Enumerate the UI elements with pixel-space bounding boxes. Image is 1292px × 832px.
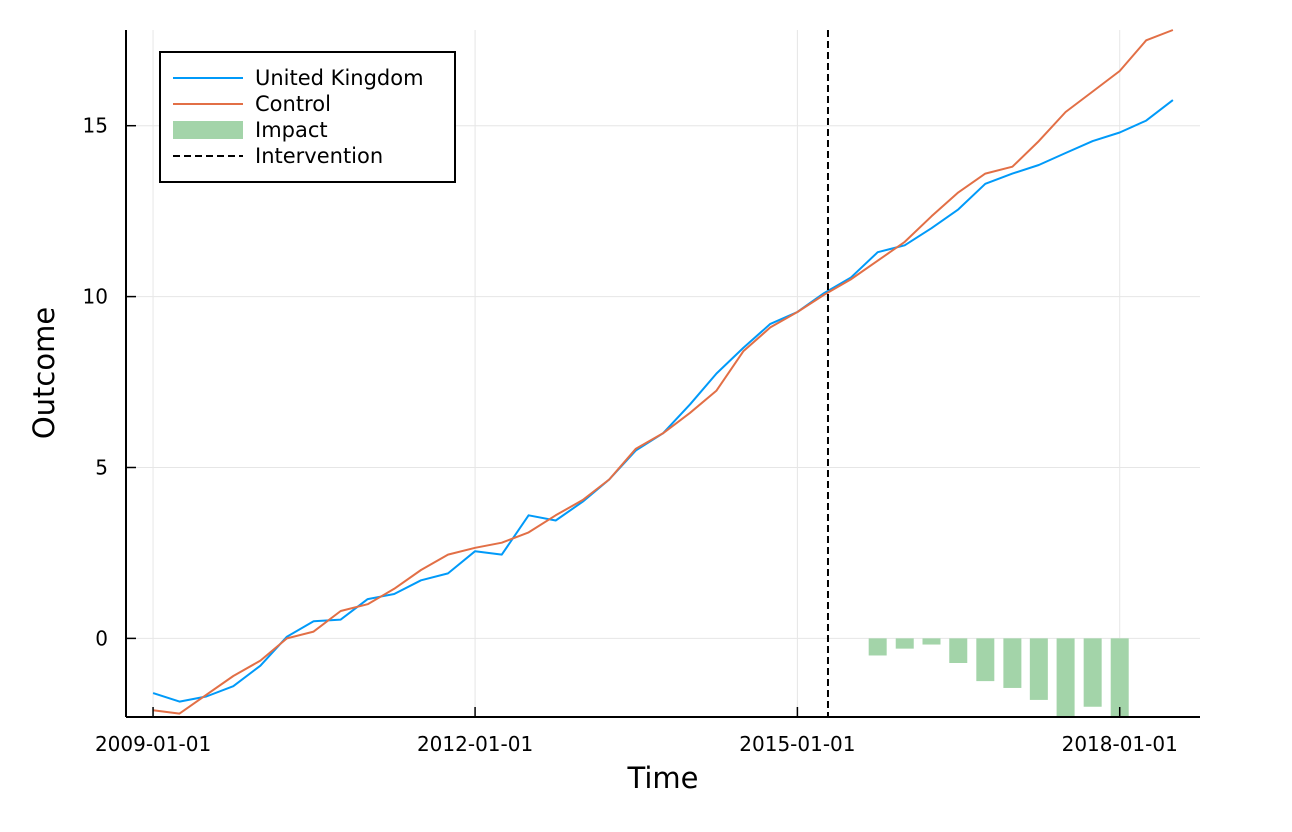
impact-bars: [868, 638, 1129, 717]
tick-labels: 2009-01-01 2012-01-01 2015-01-01 2018-01-01…: [83, 114, 1178, 756]
y-tick-label: 10: [83, 285, 108, 309]
impact-bar: [895, 638, 914, 649]
axes: [125, 30, 1200, 718]
legend-label: Control: [255, 92, 331, 116]
impact-bar: [1056, 638, 1075, 717]
x-tick-label: 2012-01-01: [417, 732, 533, 756]
impact-bar: [868, 638, 887, 656]
series-line: [152, 29, 1174, 715]
x-tick-label: 2015-01-01: [739, 732, 855, 756]
series-line: [152, 99, 1174, 703]
x-axis-title: Time: [627, 761, 699, 795]
y-axis-title: Outcome: [27, 307, 61, 439]
y-tick-label: 0: [95, 626, 108, 650]
series-lines: [152, 29, 1174, 715]
impact-bar: [1110, 638, 1129, 717]
grid-lines: [126, 30, 1200, 717]
legend-label: United Kingdom: [255, 66, 424, 90]
impact-bar: [1029, 638, 1048, 700]
impact-bar: [949, 638, 968, 663]
y-tick-label: 15: [83, 114, 108, 138]
impact-bar: [922, 638, 941, 645]
x-tick-label: 2018-01-01: [1062, 732, 1178, 756]
x-tick-label: 2009-01-01: [95, 732, 211, 756]
impact-bar: [976, 638, 995, 682]
legend-swatch: [173, 121, 243, 139]
legend-box: [159, 51, 456, 183]
y-tick-label: 5: [95, 455, 108, 479]
impact-bar: [1083, 638, 1102, 707]
impact-bar: [1003, 638, 1022, 688]
legend-label: Impact: [255, 118, 328, 142]
legend-label: Intervention: [255, 144, 383, 168]
